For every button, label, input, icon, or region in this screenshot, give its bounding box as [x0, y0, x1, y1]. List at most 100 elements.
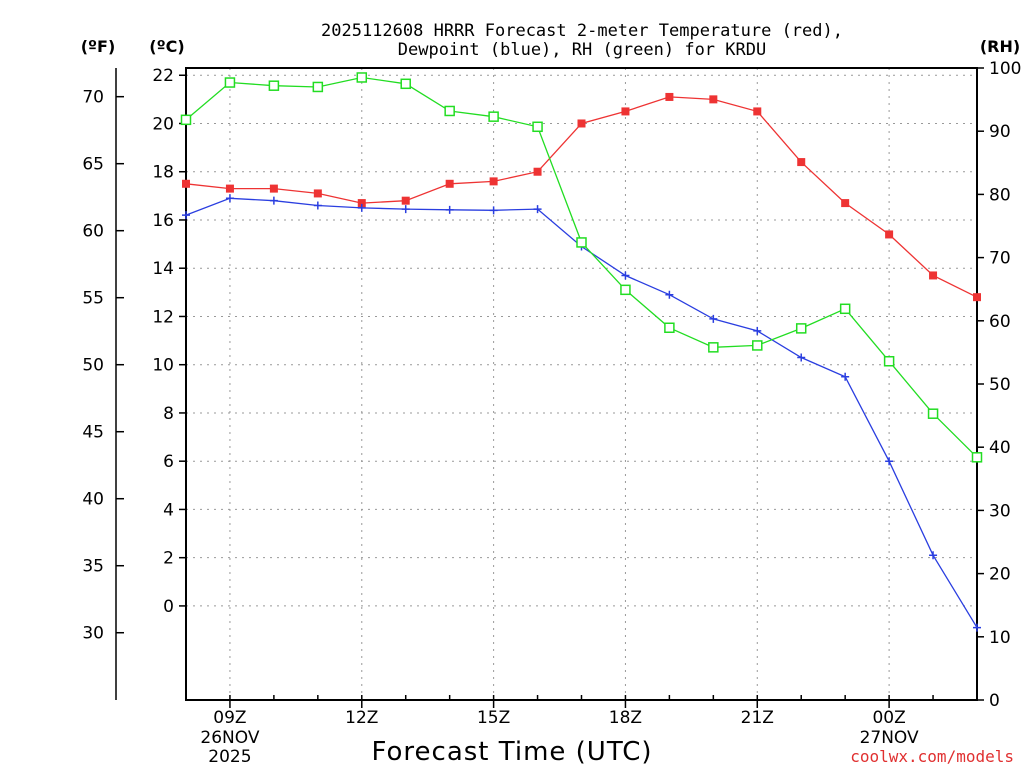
- temperature-point: [841, 199, 850, 208]
- x-tick-label: 09Z: [213, 708, 246, 728]
- temperature-point: [269, 184, 278, 193]
- rh-point: [180, 114, 192, 126]
- rh-tick-label: 60: [989, 312, 1011, 332]
- rh-point: [268, 80, 280, 91]
- temperature-point: [313, 189, 322, 198]
- rh-point: [532, 121, 543, 133]
- celsius-tick-label: 2: [163, 549, 174, 569]
- temperature-point: [797, 158, 806, 167]
- x-tick-label: 12Z: [345, 708, 378, 728]
- dewpoint-point: [533, 205, 542, 214]
- dewpoint-point: [973, 623, 981, 632]
- celsius-tick-label: 0: [163, 597, 174, 617]
- rh-point: [664, 322, 675, 334]
- dewpoint-point: [929, 551, 938, 560]
- dewpoint-point: [182, 211, 190, 220]
- data-series: [180, 72, 983, 632]
- celsius-tick-label: 12: [152, 307, 174, 327]
- temperature-point: [489, 177, 498, 186]
- fahrenheit-tick-label: 40: [82, 490, 104, 510]
- dewpoint-point: [709, 314, 718, 323]
- chart-title-line-2: Dewpoint (blue), RH (green) for KRDU: [398, 40, 766, 60]
- year-label: 2025: [208, 747, 251, 767]
- temperature-point: [401, 196, 410, 205]
- celsius-tick-label: 20: [152, 114, 174, 134]
- temperature-point: [885, 230, 894, 239]
- dewpoint-point: [225, 194, 234, 203]
- watermark: coolwx.com/models: [850, 747, 1014, 766]
- dewpoint-point: [401, 205, 410, 214]
- temperature-point: [577, 119, 586, 128]
- rh-point: [839, 303, 851, 315]
- fahrenheit-tick-label: 70: [82, 88, 104, 108]
- grid-lines: [186, 68, 977, 700]
- rh-unit-label: (RH): [980, 37, 1020, 56]
- x-tick-label: 21Z: [741, 708, 774, 728]
- celsius-tick-label: 4: [163, 500, 174, 520]
- rh-tick-label: 40: [989, 438, 1011, 458]
- temperature-point: [753, 107, 762, 116]
- rh-point: [708, 342, 719, 353]
- date-label: 26NOV: [200, 728, 259, 748]
- rh-tick-label: 70: [989, 249, 1011, 269]
- dewpoint-point: [357, 203, 366, 212]
- dewpoint-point: [269, 196, 278, 205]
- temperature-point: [621, 107, 630, 116]
- fahrenheit-tick-label: 30: [82, 624, 104, 644]
- fahrenheit-tick-label: 50: [82, 356, 104, 376]
- fahrenheit-tick-label: 60: [82, 222, 104, 242]
- rh-point: [752, 340, 763, 351]
- celsius-tick-label: 8: [163, 404, 174, 424]
- x-axis-label: Forecast Time (UTC): [371, 737, 652, 767]
- dewpoint-point: [445, 205, 454, 214]
- celsius-tick-label: 16: [152, 211, 174, 231]
- rh-point: [400, 78, 411, 90]
- rh-point: [444, 105, 455, 117]
- temperature-point: [709, 95, 718, 104]
- rh-point: [795, 323, 807, 334]
- rh-point: [312, 81, 324, 93]
- rh-point: [971, 452, 983, 463]
- temperature-point: [225, 184, 234, 193]
- rh-point: [883, 355, 895, 367]
- rh-tick-label: 90: [989, 122, 1011, 142]
- x-tick-label: 18Z: [609, 708, 642, 728]
- rh-point: [356, 72, 368, 83]
- dewpoint-point: [665, 290, 674, 299]
- rh-tick-label: 50: [989, 375, 1011, 395]
- rh-point: [224, 77, 236, 88]
- rh-tick-label: 20: [989, 565, 1011, 585]
- temperature-point: [182, 179, 190, 188]
- dewpoint-point: [885, 457, 894, 466]
- celsius-tick-label: 14: [152, 259, 174, 279]
- rh-tick-label: 80: [989, 185, 1011, 205]
- fahrenheit-tick-label: 65: [82, 155, 104, 175]
- temperature-point: [973, 293, 981, 302]
- x-tick-label: 15Z: [477, 708, 510, 728]
- dewpoint-point: [841, 372, 850, 381]
- plot-frame: [185, 67, 978, 701]
- rh-tick-label: 10: [989, 628, 1011, 648]
- dewpoint-point: [313, 201, 322, 210]
- rh-tick-label: 30: [989, 501, 1011, 521]
- fahrenheit-tick-label: 45: [82, 423, 104, 443]
- celsius-tick-label: 18: [152, 163, 174, 183]
- chart-title-line-1: 2025112608 HRRR Forecast 2-meter Tempera…: [321, 21, 843, 41]
- rh-point: [620, 284, 631, 296]
- dewpoint-point: [489, 206, 498, 215]
- temperature-point: [357, 199, 366, 208]
- rh-point: [927, 408, 939, 419]
- temperature-point: [533, 167, 542, 176]
- x-tick-label: 00Z: [872, 708, 905, 728]
- celsius-tick-label: 22: [152, 66, 174, 86]
- rh-point: [576, 237, 587, 248]
- temperature-point: [665, 92, 674, 101]
- temperature-point: [445, 179, 454, 188]
- dewpoint-point: [797, 353, 806, 362]
- temperature-point: [929, 271, 938, 280]
- axis-ticks-and-labels: 0 2 4 6 8 10 12 14 16 18 20 22 30 35 40 45 50 55 60 65 70 0 10…: [82, 59, 1021, 767]
- dewpoint-point: [753, 326, 762, 335]
- celsius-unit-label: (ºC): [149, 37, 184, 56]
- rh-line: [185, 76, 978, 458]
